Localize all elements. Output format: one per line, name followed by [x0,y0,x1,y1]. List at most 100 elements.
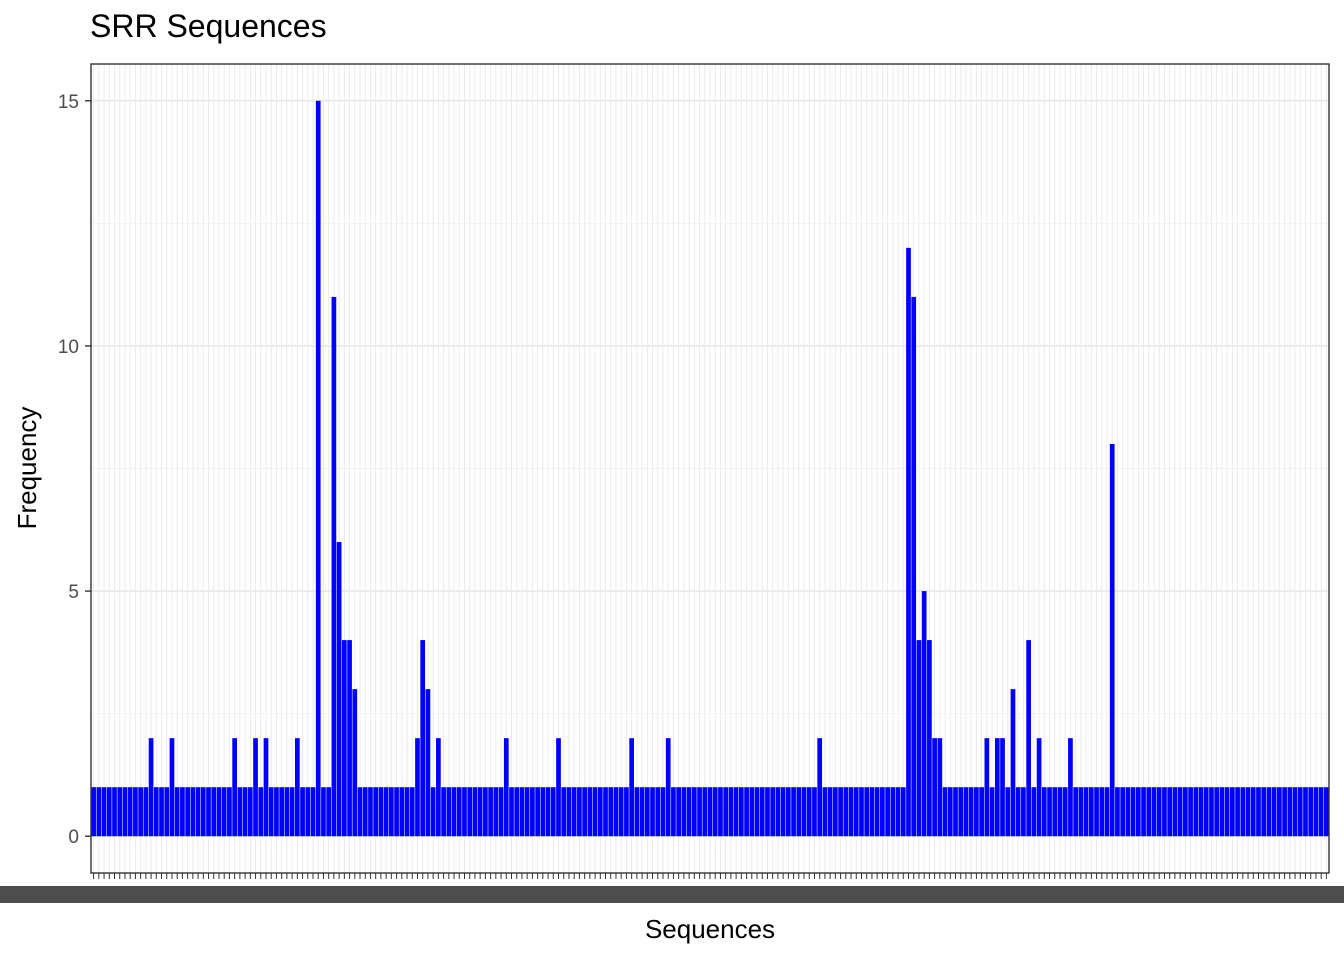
bar [1297,787,1303,837]
bar [383,787,389,837]
bar [1062,787,1068,837]
bar [587,787,593,837]
bar [1167,787,1173,837]
bar [880,787,885,837]
bar [190,787,196,837]
bar [979,787,984,837]
bar [1130,787,1136,837]
bar [315,100,321,837]
bar [1125,787,1131,837]
bar [1083,787,1089,837]
bar [153,787,159,837]
bar [1193,787,1199,837]
bar [1099,787,1105,837]
bar [937,738,943,837]
bar [906,247,911,837]
bar [305,787,311,837]
bar [352,689,358,837]
bar [389,787,394,837]
chart-title: SRR Sequences [90,8,327,44]
bar [1021,787,1026,837]
bar [780,787,786,837]
bar [1250,787,1256,837]
bar [535,787,540,837]
bar [1047,787,1052,837]
bar [733,787,739,837]
bar [608,787,614,837]
bar [284,787,290,837]
bar [582,787,587,837]
bar [133,787,138,837]
bar [655,787,661,837]
bar [425,689,431,837]
bar [341,640,347,837]
bar [446,787,452,837]
bar [336,542,342,837]
bar [838,787,843,837]
bar [927,640,932,837]
bar [101,787,107,837]
bar [462,787,467,837]
bar [874,787,880,837]
bar [373,787,379,837]
bar [942,787,948,837]
bar [1261,787,1267,837]
bar [441,787,446,837]
y-tick-label: 15 [58,92,79,113]
bar [634,787,640,837]
grid-lines [91,64,1329,873]
bar [786,787,791,837]
bar [326,787,332,837]
bar [300,787,305,837]
bar [232,738,238,837]
bar [571,787,577,837]
bar [1324,787,1329,837]
bar [1245,787,1251,837]
bars [91,100,1329,837]
bar [650,787,655,837]
bar [1041,787,1047,837]
bar [566,787,572,837]
bar [718,787,723,837]
bar [895,787,901,837]
bar [989,787,995,837]
bar [263,738,269,837]
bar [274,787,279,837]
bar [660,787,666,837]
bar [362,787,368,837]
bar [556,738,561,837]
bar [707,787,713,837]
bar [681,787,687,837]
bar [200,787,206,837]
bar [164,787,170,837]
bar [869,787,875,837]
bar [1235,787,1240,837]
bar [1271,787,1277,837]
bar [890,787,896,837]
y-tick-label: 5 [68,582,79,603]
bar [1162,787,1167,837]
bar [1088,787,1094,837]
bar [1073,787,1079,837]
bar [117,787,123,837]
bar [540,787,546,837]
bar [833,787,838,837]
bar [947,787,953,837]
bar [597,787,603,837]
bar [378,787,384,837]
bar [848,787,854,837]
bar [242,787,248,837]
bar [561,787,567,837]
bar [279,787,285,837]
bar [765,787,770,837]
bar [294,738,300,837]
bar [1318,787,1324,837]
bar [258,787,264,837]
bar [1005,787,1011,837]
bar [143,787,149,837]
bar [1031,787,1037,837]
bar [221,787,227,837]
bar [963,787,969,837]
bar [775,787,781,837]
bar [394,787,399,837]
